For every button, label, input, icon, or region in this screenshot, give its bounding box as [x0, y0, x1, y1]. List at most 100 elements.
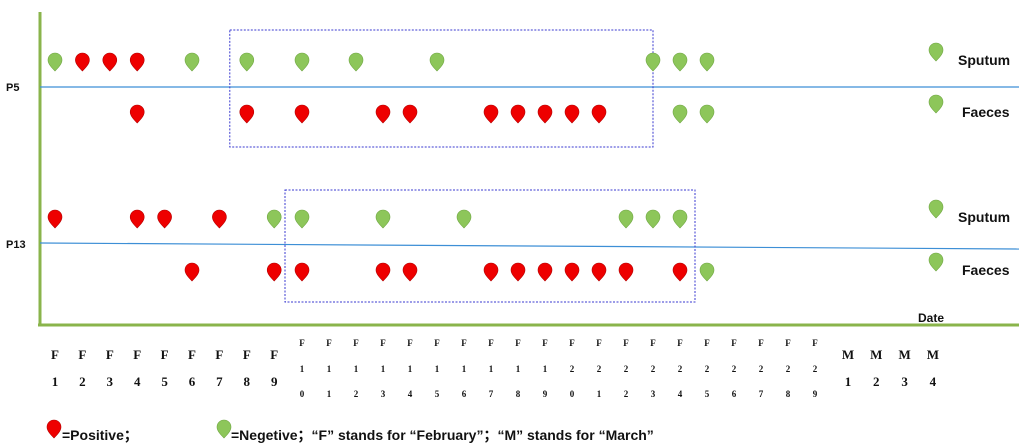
date-tick-letter: F — [380, 338, 386, 348]
date-tick-letter: M — [870, 347, 882, 362]
date-tick-number: 0 — [570, 389, 575, 399]
date-tick-letter: F — [569, 338, 575, 348]
date-tick-letter: M — [898, 347, 910, 362]
sample-marker-positive — [212, 209, 227, 229]
date-tick-number: 2 — [705, 364, 710, 374]
date-tick-letter: F — [731, 338, 737, 348]
date-tick-letter: F — [326, 338, 332, 348]
date-tick-number: 4 — [930, 374, 937, 389]
sample-marker-negative — [672, 52, 688, 72]
sample-marker-negative — [294, 209, 310, 229]
date-tick-number: 1 — [462, 364, 467, 374]
date-tick-number: 2 — [873, 374, 880, 389]
date-tick-letter: F — [133, 347, 141, 362]
date-tick-letter: F — [106, 347, 114, 362]
date-tick-letter: M — [927, 347, 939, 362]
legend-positive-icon — [46, 419, 62, 439]
sample-marker-negative — [699, 104, 715, 124]
sample-marker-positive — [102, 52, 118, 72]
date-tick-number: 9 — [271, 374, 278, 389]
date-tick-number: 8 — [244, 374, 251, 389]
series-label: Faeces — [962, 104, 1010, 120]
date-tick-letter: F — [812, 338, 818, 348]
date-tick-number: 6 — [732, 389, 737, 399]
sample-marker-positive — [294, 262, 310, 282]
sample-marker-positive — [129, 104, 145, 124]
date-tick-number: 1 — [327, 389, 332, 399]
date-tick-number: 1 — [489, 364, 494, 374]
date-tick-number: 5 — [161, 374, 168, 389]
date-tick-letter: F — [434, 338, 440, 348]
date-tick-number: 3 — [651, 389, 656, 399]
date-tick-number: 1 — [597, 389, 602, 399]
date-tick-number: 3 — [901, 374, 908, 389]
date-tick-number: 6 — [462, 389, 467, 399]
date-tick-letter: F — [596, 338, 602, 348]
legend-series-icon — [928, 42, 944, 62]
date-tick-number: 0 — [300, 389, 305, 399]
sample-marker-negative — [429, 52, 445, 72]
date-tick-number: 1 — [435, 364, 440, 374]
sample-marker-negative — [266, 209, 282, 229]
date-tick-number: 2 — [354, 389, 359, 399]
date-tick-number: 5 — [705, 389, 710, 399]
sample-marker-negative — [672, 104, 688, 124]
sample-marker-positive — [294, 104, 310, 124]
date-tick-letter: F — [188, 347, 196, 362]
date-tick-number: 5 — [435, 389, 440, 399]
date-tick-number: 6 — [189, 374, 196, 389]
date-tick-letter: F — [270, 347, 278, 362]
patient-label: P13 — [6, 239, 26, 251]
sample-marker-positive — [510, 104, 526, 124]
sample-marker-negative — [645, 209, 661, 229]
date-tick-number: 1 — [354, 364, 359, 374]
x-axis-unit-label: Date — [918, 311, 944, 325]
sample-marker-positive — [672, 262, 688, 282]
date-tick-letter: F — [215, 347, 223, 362]
date-tick-letter: F — [542, 338, 548, 348]
legend-negative-text: =Negetive；“F” stands for “February”；“M” … — [231, 427, 654, 444]
date-tick-number: 1 — [327, 364, 332, 374]
sample-marker-negative — [456, 209, 472, 229]
sample-marker-negative — [699, 262, 715, 282]
legend-negative-icon — [216, 419, 232, 439]
date-tick-letter: F — [243, 347, 251, 362]
sample-marker-negative — [618, 209, 634, 229]
date-tick-number: 2 — [678, 364, 683, 374]
date-tick-number: 2 — [651, 364, 656, 374]
date-tick-letter: F — [353, 338, 359, 348]
legend-series-icon — [928, 94, 944, 114]
sample-marker-negative — [294, 52, 310, 72]
legend-positive-text: =Positive； — [62, 427, 138, 444]
sample-marker-positive — [129, 209, 145, 229]
patient-label: P5 — [6, 82, 19, 94]
date-tick-number: 2 — [570, 364, 575, 374]
date-tick-number: 1 — [543, 364, 548, 374]
sample-marker-positive — [591, 262, 607, 282]
date-tick-number: 1 — [845, 374, 852, 389]
date-tick-number: 2 — [624, 364, 629, 374]
sample-marker-positive — [75, 52, 90, 72]
date-tick-number: 9 — [813, 389, 818, 399]
sample-marker-negative — [672, 209, 688, 229]
sample-marker-positive — [375, 104, 391, 124]
sample-marker-negative — [645, 52, 661, 72]
series-label: Faeces — [962, 262, 1010, 278]
date-tick-number: 2 — [813, 364, 818, 374]
date-tick-number: 1 — [300, 364, 305, 374]
date-tick-number: 3 — [381, 389, 386, 399]
legend-series-icon — [928, 252, 944, 272]
date-tick-letter: F — [461, 338, 467, 348]
sample-marker-negative — [184, 52, 200, 72]
date-tick-number: 3 — [107, 374, 114, 389]
sample-marker-positive — [537, 104, 553, 124]
sample-marker-positive — [483, 104, 499, 124]
date-tick-number: 8 — [516, 389, 521, 399]
sample-marker-positive — [510, 262, 526, 282]
sample-marker-positive — [564, 104, 580, 124]
date-tick-letter: F — [488, 338, 494, 348]
date-tick-number: 7 — [759, 389, 764, 399]
date-tick-number: 2 — [732, 364, 737, 374]
sample-marker-positive — [375, 262, 391, 282]
